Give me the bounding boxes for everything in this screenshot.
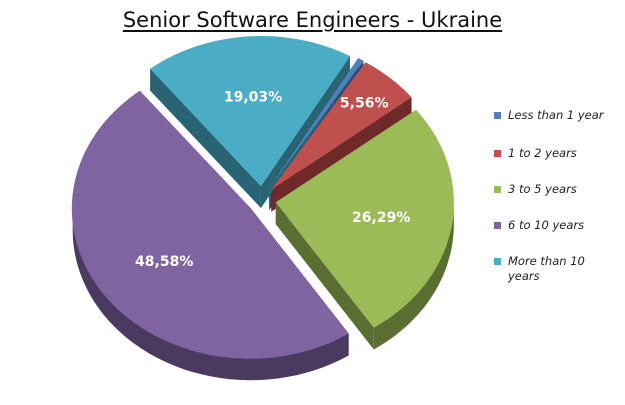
pie-slice-6-to-10-years: [71, 90, 349, 359]
data-label-3-to-5-years: 26,29%: [352, 210, 410, 226]
legend-item-less-than-1-year: Less than 1 year: [494, 108, 604, 123]
legend-label: More than 10 years: [508, 254, 585, 283]
pie-slice-cut-more-than-10-years: [260, 56, 350, 209]
legend-swatch: [494, 258, 501, 265]
pie-slice-cut-3-to-5-years: [275, 202, 374, 350]
legend-item-3-to-5-years: 3 to 5 years: [494, 182, 577, 197]
legend-item-1-to-2-years: 1 to 2 years: [494, 146, 577, 161]
pie-slice-3-to-5-years: [275, 109, 454, 328]
legend-swatch: [494, 186, 501, 193]
legend-item-6-to-10-years: 6 to 10 years: [494, 218, 584, 233]
pie-slice-side-3-to-5-years: [373, 202, 454, 350]
legend-item-more-than-10-years: More than 10 years: [494, 254, 608, 284]
pie-slice-cut-more-than-10-years: [150, 68, 261, 209]
legend-swatch: [494, 222, 501, 229]
legend-swatch: [494, 112, 501, 119]
chart-title: Senior Software Engineers - Ukraine: [0, 8, 625, 32]
data-label-more-than-10-years: 19,03%: [224, 89, 282, 105]
legend-swatch: [494, 150, 501, 157]
chart-title-text: Senior Software Engineers - Ukraine: [122, 8, 503, 32]
pie-slice-more-than-10-years: [150, 36, 350, 186]
data-label-6-to-10-years: 48,58%: [135, 254, 193, 270]
pie-slice-1-to-2-years: [271, 62, 412, 190]
legend-label: 3 to 5 years: [508, 182, 577, 196]
pie-slice-less-than-1-year: [269, 58, 364, 188]
data-label-1-to-2-years: 5,56%: [340, 96, 389, 112]
legend-label: 1 to 2 years: [508, 146, 577, 160]
pie-slice-side-6-to-10-years: [72, 208, 349, 381]
legend-label: Less than 1 year: [508, 108, 604, 122]
legend-label: 6 to 10 years: [508, 218, 585, 232]
